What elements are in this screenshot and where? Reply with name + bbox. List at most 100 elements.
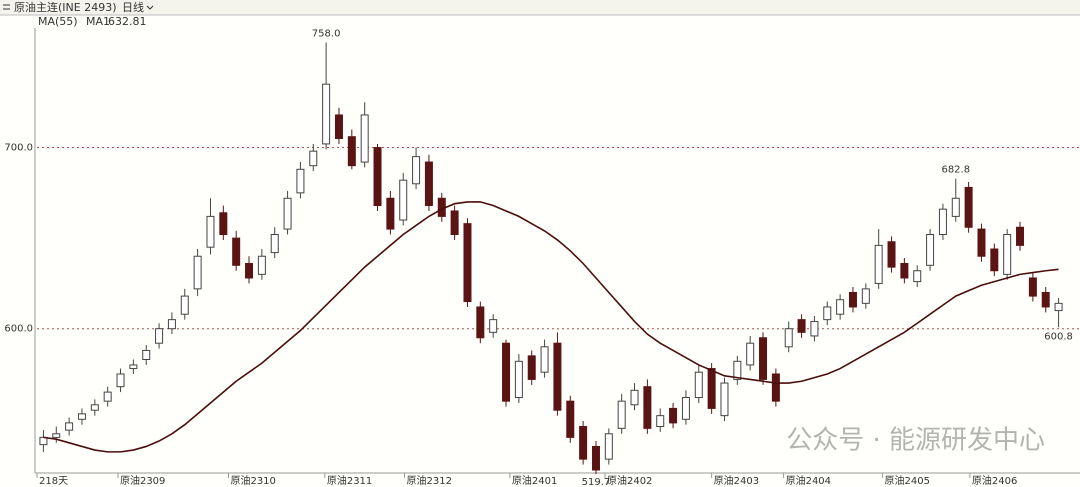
candle-body — [951, 197, 960, 217]
candle-body — [386, 197, 395, 230]
candle-body — [502, 342, 511, 402]
candle-body — [309, 150, 318, 167]
x-tick-label: 原油2310 — [230, 474, 275, 487]
candle-body — [643, 386, 652, 429]
indicator[interactable]: MA(55) — [38, 15, 78, 28]
candle-body — [656, 415, 665, 428]
annotation: 519.7 — [582, 477, 611, 487]
annotation: 682.8 — [941, 165, 970, 176]
candle-body — [848, 291, 857, 308]
candle-body — [206, 215, 215, 248]
candle-body — [784, 328, 793, 348]
candle-body — [591, 445, 600, 471]
annotation: 600.8 — [1044, 331, 1073, 342]
candle-body — [373, 147, 382, 207]
candle-body — [938, 208, 947, 236]
candle-body — [771, 373, 780, 402]
candle-body — [52, 433, 61, 438]
candle-body — [540, 346, 549, 373]
x-tick-label: 原油2402 — [607, 474, 652, 487]
candle-body — [861, 288, 870, 304]
candle-body — [1028, 277, 1037, 297]
candle-body — [797, 319, 806, 333]
candle-body — [604, 433, 613, 460]
candle-body — [424, 161, 433, 207]
candle-body — [412, 156, 421, 185]
candle-body — [1003, 234, 1012, 275]
candle-body — [129, 364, 138, 370]
candle-body — [193, 255, 202, 290]
candle-body — [579, 426, 588, 460]
candle-body — [463, 223, 472, 303]
candle-body — [1054, 302, 1063, 312]
candle-body — [296, 168, 305, 194]
candle-body — [489, 319, 498, 333]
x-tick-label: 原油2312 — [407, 474, 452, 487]
candle-body — [232, 237, 241, 266]
candle-body — [746, 342, 755, 366]
candle-body — [964, 186, 973, 228]
candle-body — [283, 197, 292, 230]
candle-body — [823, 306, 832, 321]
candle-body — [334, 114, 343, 140]
candle-body — [759, 337, 768, 380]
x-tick-label: 原油2405 — [885, 474, 930, 487]
candle-body — [77, 413, 86, 420]
candle-body — [733, 360, 742, 380]
candle-body — [65, 422, 74, 431]
candle-body — [270, 234, 279, 254]
ma-value: 632.81 — [108, 15, 147, 28]
candle-body — [926, 234, 935, 266]
candle-body — [707, 368, 716, 409]
candle-body — [836, 299, 845, 315]
candle-body — [360, 114, 369, 163]
candle-body — [630, 389, 639, 406]
x-tick-label: 原油2404 — [786, 474, 831, 487]
candle-body — [90, 404, 99, 411]
candle-body — [694, 371, 703, 399]
menu-icon[interactable] — [3, 4, 10, 10]
candle-body — [874, 244, 883, 284]
candle-body — [977, 228, 986, 257]
candle-body — [1016, 226, 1025, 246]
candle-body — [257, 255, 266, 275]
ma-line — [43, 201, 1059, 453]
candle-body — [476, 306, 485, 339]
candle-body — [245, 262, 254, 279]
candle-body — [142, 349, 151, 361]
x-tick-label: 原油2406 — [972, 474, 1017, 487]
x-tick-label: 原油2401 — [512, 474, 557, 487]
candle-body — [990, 248, 999, 272]
candle-body — [514, 360, 523, 399]
x-tick-label: 原油2311 — [327, 474, 372, 487]
candle-body — [617, 400, 626, 429]
candle-body — [681, 397, 690, 420]
dropdown[interactable] — [146, 5, 154, 10]
candle-body — [155, 328, 164, 344]
period[interactable]: 日线 — [122, 0, 144, 14]
watermark: 公众号 · 能源研发中心 — [786, 426, 1045, 456]
x-tick-label: 218天 — [39, 476, 68, 487]
candle-body — [103, 391, 112, 402]
candle-body — [566, 400, 575, 438]
candle-body — [553, 342, 562, 411]
symbol-title[interactable]: 原油主连(INE 2493) — [14, 0, 117, 14]
x-tick-label: 原油2309 — [120, 474, 165, 487]
candle-body — [399, 179, 408, 221]
y-tick-label: 600.0 — [4, 324, 33, 335]
candle-body — [720, 382, 729, 417]
candle-body — [669, 407, 678, 424]
candle-body — [219, 212, 228, 236]
toolbar — [0, 0, 1080, 15]
candle-body — [887, 241, 896, 268]
ma-name: MA1 — [86, 15, 110, 28]
candle-body — [1041, 291, 1050, 308]
candle-body — [810, 320, 819, 337]
candle-body — [167, 319, 176, 330]
y-tick-label: 700.0 — [4, 143, 33, 154]
annotation: 758.0 — [312, 28, 341, 39]
candle-body — [450, 210, 459, 236]
x-tick-label: 原油2403 — [714, 474, 759, 487]
